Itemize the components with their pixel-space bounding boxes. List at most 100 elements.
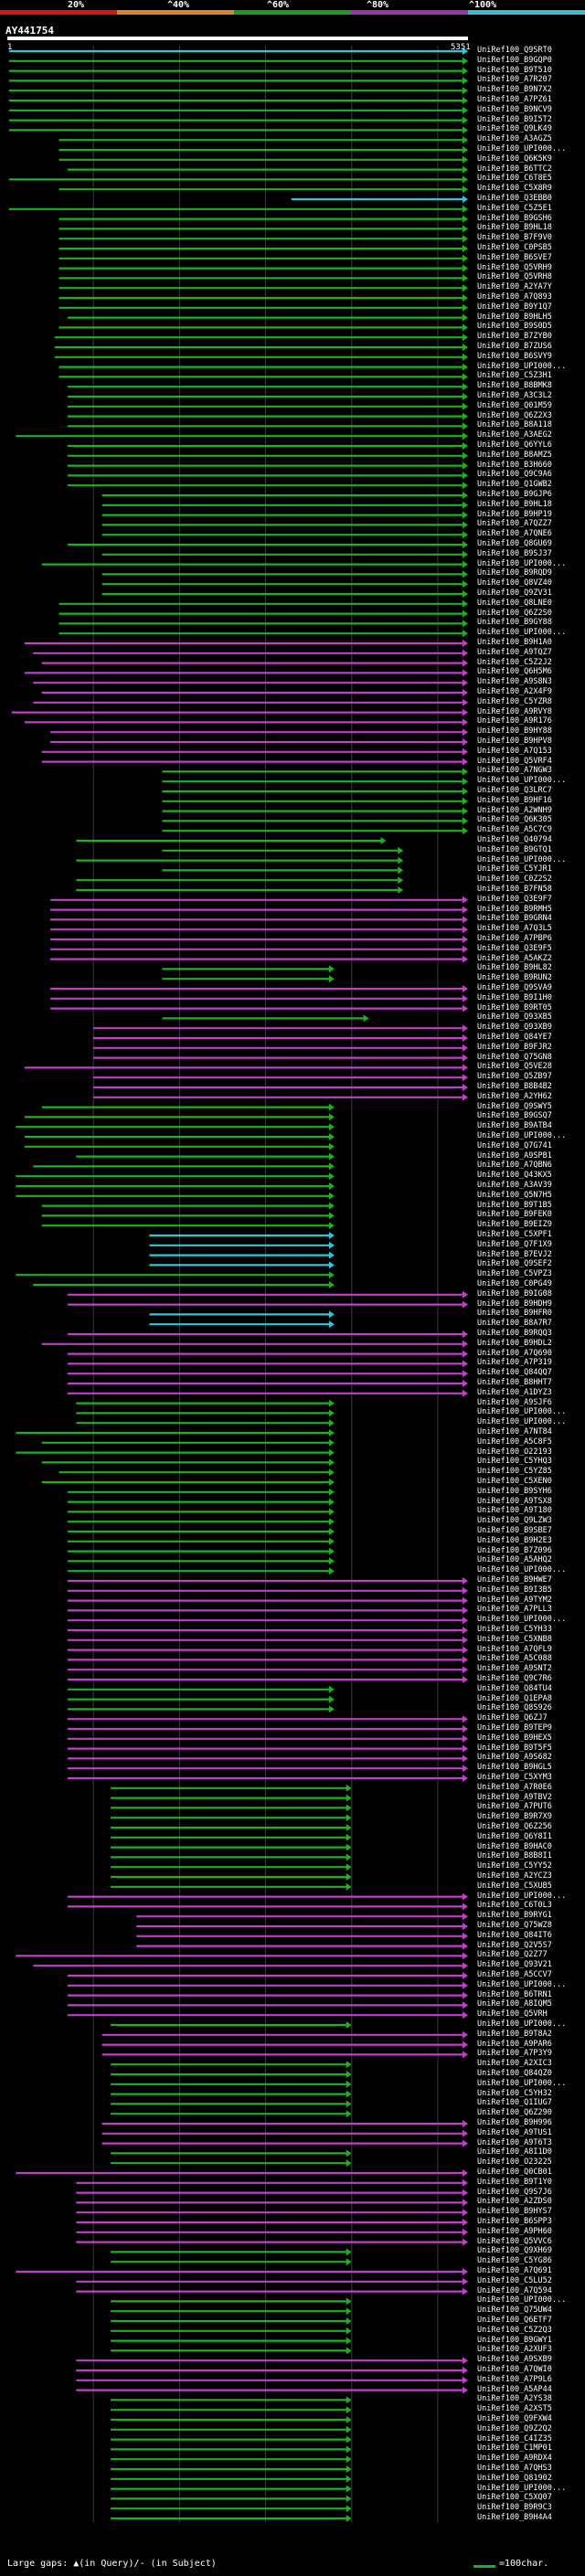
hit-label[interactable]: UniRef100_B9HEX5	[477, 1733, 552, 1743]
hit-label[interactable]: UniRef100_Q6ZJ7	[477, 1713, 548, 1723]
hit-label[interactable]: UniRef100_B9RYG1	[477, 1911, 552, 1921]
hit-label[interactable]: UniRef100_Q8VZ40	[477, 578, 552, 588]
hit-label[interactable]: UniRef100_B9GTQ1	[477, 844, 552, 854]
hit-label[interactable]: UniRef100_Q8GU69	[477, 539, 552, 548]
hit-label[interactable]: UniRef100_B9GRN4	[477, 914, 552, 924]
hit-label[interactable]: UniRef100_A7R0E6	[477, 1782, 552, 1792]
hit-label[interactable]: UniRef100_A9RVY8	[477, 706, 552, 716]
hit-label[interactable]: UniRef100_A3AV39	[477, 1181, 552, 1190]
hit-label[interactable]: UniRef100_Q6K305	[477, 815, 552, 825]
hit-label[interactable]: UniRef100_B9HWE7	[477, 1575, 552, 1585]
hit-label[interactable]: UniRef100_A9RDX4	[477, 2454, 552, 2464]
hit-label[interactable]: UniRef100_UPI000...	[477, 2019, 567, 2029]
hit-label[interactable]: UniRef100_B9HP19	[477, 509, 552, 519]
hit-label[interactable]: UniRef100_B8B4B2	[477, 1082, 552, 1091]
hit-label[interactable]: UniRef100_C5YH32	[477, 2088, 552, 2098]
hit-label[interactable]: UniRef100_Q9C7R6	[477, 1674, 552, 1683]
hit-label[interactable]: UniRef100_Q6Z290	[477, 2108, 552, 2118]
hit-label[interactable]: UniRef100_Q2Z77	[477, 1950, 548, 1960]
hit-label[interactable]: UniRef100_UPI000...	[477, 1615, 567, 1625]
hit-label[interactable]: UniRef100_UPI000...	[477, 144, 567, 154]
hit-label[interactable]: UniRef100_C5YZ85	[477, 1467, 552, 1477]
hit-label[interactable]: UniRef100_B9SYH6	[477, 1486, 552, 1496]
hit-label[interactable]: UniRef100_UPI000...	[477, 558, 567, 568]
hit-label[interactable]: UniRef100_B9RQD9	[477, 568, 552, 578]
hit-label[interactable]: UniRef100_B9H1A0	[477, 638, 552, 647]
hit-label[interactable]: UniRef100_A9T180	[477, 1506, 552, 1516]
hit-label[interactable]: UniRef100_B9HF16	[477, 795, 552, 805]
hit-label[interactable]: UniRef100_A9S8N3	[477, 677, 552, 687]
hit-label[interactable]: UniRef100_A7Q893	[477, 292, 552, 302]
hit-label[interactable]: UniRef100_B7ZYB0	[477, 332, 552, 342]
hit-label[interactable]: UniRef100_A7Q594	[477, 2285, 552, 2295]
hit-label[interactable]: UniRef100_Q43KX5	[477, 1171, 552, 1181]
hit-label[interactable]: UniRef100_B9N7X2	[477, 85, 552, 95]
hit-label[interactable]: UniRef100_B9RT05	[477, 1002, 552, 1012]
hit-label[interactable]: UniRef100_A9SJF6	[477, 1397, 552, 1407]
hit-label[interactable]: UniRef100_A5C7C9	[477, 825, 552, 835]
hit-label[interactable]: UniRef100_Q1IUG7	[477, 2098, 552, 2108]
hit-label[interactable]: UniRef100_B9HY88	[477, 726, 552, 737]
hit-label[interactable]: UniRef100_UPI000...	[477, 628, 567, 638]
hit-label[interactable]: UniRef100_A7P9L6	[477, 2374, 552, 2384]
hit-label[interactable]: UniRef100_A5AKZ2	[477, 953, 552, 963]
hit-label[interactable]: UniRef100_B9HYS7	[477, 2207, 552, 2217]
hit-label[interactable]: UniRef100_B9IG08	[477, 1288, 552, 1299]
hit-label[interactable]: UniRef100_Q5VRH8	[477, 272, 552, 282]
hit-label[interactable]: UniRef100_Q9S7J6	[477, 2187, 552, 2197]
hit-label[interactable]: UniRef100_A9TYM2	[477, 1595, 552, 1605]
hit-label[interactable]: UniRef100_A9PH60	[477, 2226, 552, 2236]
hit-label[interactable]: UniRef100_A5AHQ2	[477, 1555, 552, 1565]
hit-label[interactable]: UniRef100_A9R176	[477, 716, 552, 726]
hit-label[interactable]: UniRef100_A2XST5	[477, 2404, 552, 2414]
hit-label[interactable]: UniRef100_B9GY88	[477, 618, 552, 628]
hit-label[interactable]: UniRef100_A7P319	[477, 1358, 552, 1368]
hit-label[interactable]: UniRef100_C5Z2Q3	[477, 2325, 552, 2335]
hit-label[interactable]: UniRef100_Q0CB01	[477, 2168, 552, 2177]
hit-label[interactable]: UniRef100_B9Y1Q7	[477, 302, 552, 312]
hit-label[interactable]: UniRef100_A2ZDS0	[477, 2197, 552, 2207]
hit-label[interactable]: UniRef100_B8B8I1	[477, 1851, 552, 1861]
hit-label[interactable]: UniRef100_Q6Z2S0	[477, 608, 552, 618]
hit-label[interactable]: UniRef100_B9TEP9	[477, 1723, 552, 1733]
hit-label[interactable]: UniRef100_A2XUF3	[477, 2345, 552, 2355]
hit-label[interactable]: UniRef100_A7QZZ7	[477, 519, 552, 529]
hit-label[interactable]: UniRef100_A7R207	[477, 75, 552, 85]
hit-label[interactable]: UniRef100_B9R7X9	[477, 1812, 552, 1822]
hit-label[interactable]: UniRef100_B9H2E3	[477, 1535, 552, 1545]
hit-label[interactable]: UniRef100_B3H660	[477, 460, 552, 470]
hit-label[interactable]: UniRef100_Q5VE28	[477, 1062, 552, 1072]
hit-label[interactable]: UniRef100_B9T8A2	[477, 2029, 552, 2039]
hit-label[interactable]: UniRef100_Q75UW4	[477, 2306, 552, 2316]
hit-label[interactable]: UniRef100_C5X8R9	[477, 184, 552, 194]
hit-label[interactable]: UniRef100_B9H996	[477, 2118, 552, 2127]
hit-label[interactable]: UniRef100_C0Z2S2	[477, 875, 552, 885]
hit-label[interactable]: UniRef100_B8A7R7	[477, 1319, 552, 1329]
hit-label[interactable]: UniRef100_UPI000...	[477, 361, 567, 371]
hit-label[interactable]: UniRef100_A9TBV2	[477, 1792, 552, 1802]
hit-label[interactable]: UniRef100_C5VPZ3	[477, 1269, 552, 1279]
hit-label[interactable]: UniRef100_Q9LZW3	[477, 1516, 552, 1526]
hit-label[interactable]: UniRef100_UPI000...	[477, 2295, 567, 2306]
hit-label[interactable]: UniRef100_B9GJP6	[477, 490, 552, 499]
hit-label[interactable]: UniRef100_A3C3L2	[477, 391, 552, 400]
hit-label[interactable]: UniRef100_A7QFL9	[477, 1644, 552, 1654]
hit-label[interactable]: UniRef100_A7QBN6	[477, 1161, 552, 1171]
hit-label[interactable]: UniRef100_B9GWY1	[477, 2335, 552, 2345]
hit-label[interactable]: UniRef100_A5AP44	[477, 2384, 552, 2394]
hit-label[interactable]: UniRef100_A2WNH9	[477, 805, 552, 815]
hit-label[interactable]: UniRef100_B9I1H0	[477, 992, 552, 1002]
hit-label[interactable]: UniRef100_Q5VVC6	[477, 2236, 552, 2246]
hit-label[interactable]: UniRef100_B9HL18	[477, 499, 552, 509]
hit-label[interactable]: UniRef100_Q93V21	[477, 1960, 552, 1970]
hit-label[interactable]: UniRef100_B8HHT7	[477, 1378, 552, 1387]
hit-label[interactable]: UniRef100_C6T0L3	[477, 1901, 552, 1911]
hit-label[interactable]: UniRef100_Q3E9F7	[477, 894, 552, 904]
hit-label[interactable]: UniRef100_A1DYZ3	[477, 1387, 552, 1397]
hit-label[interactable]: UniRef100_B9RUN2	[477, 973, 552, 983]
hit-label[interactable]: UniRef100_B9T1B5	[477, 1200, 552, 1210]
hit-label[interactable]: UniRef100_Q7F1X9	[477, 1239, 552, 1249]
hit-label[interactable]: UniRef100_B9HLH5	[477, 312, 552, 322]
hit-label[interactable]: UniRef100_C5YJR1	[477, 864, 552, 875]
hit-label[interactable]: UniRef100_O22193	[477, 1447, 552, 1457]
